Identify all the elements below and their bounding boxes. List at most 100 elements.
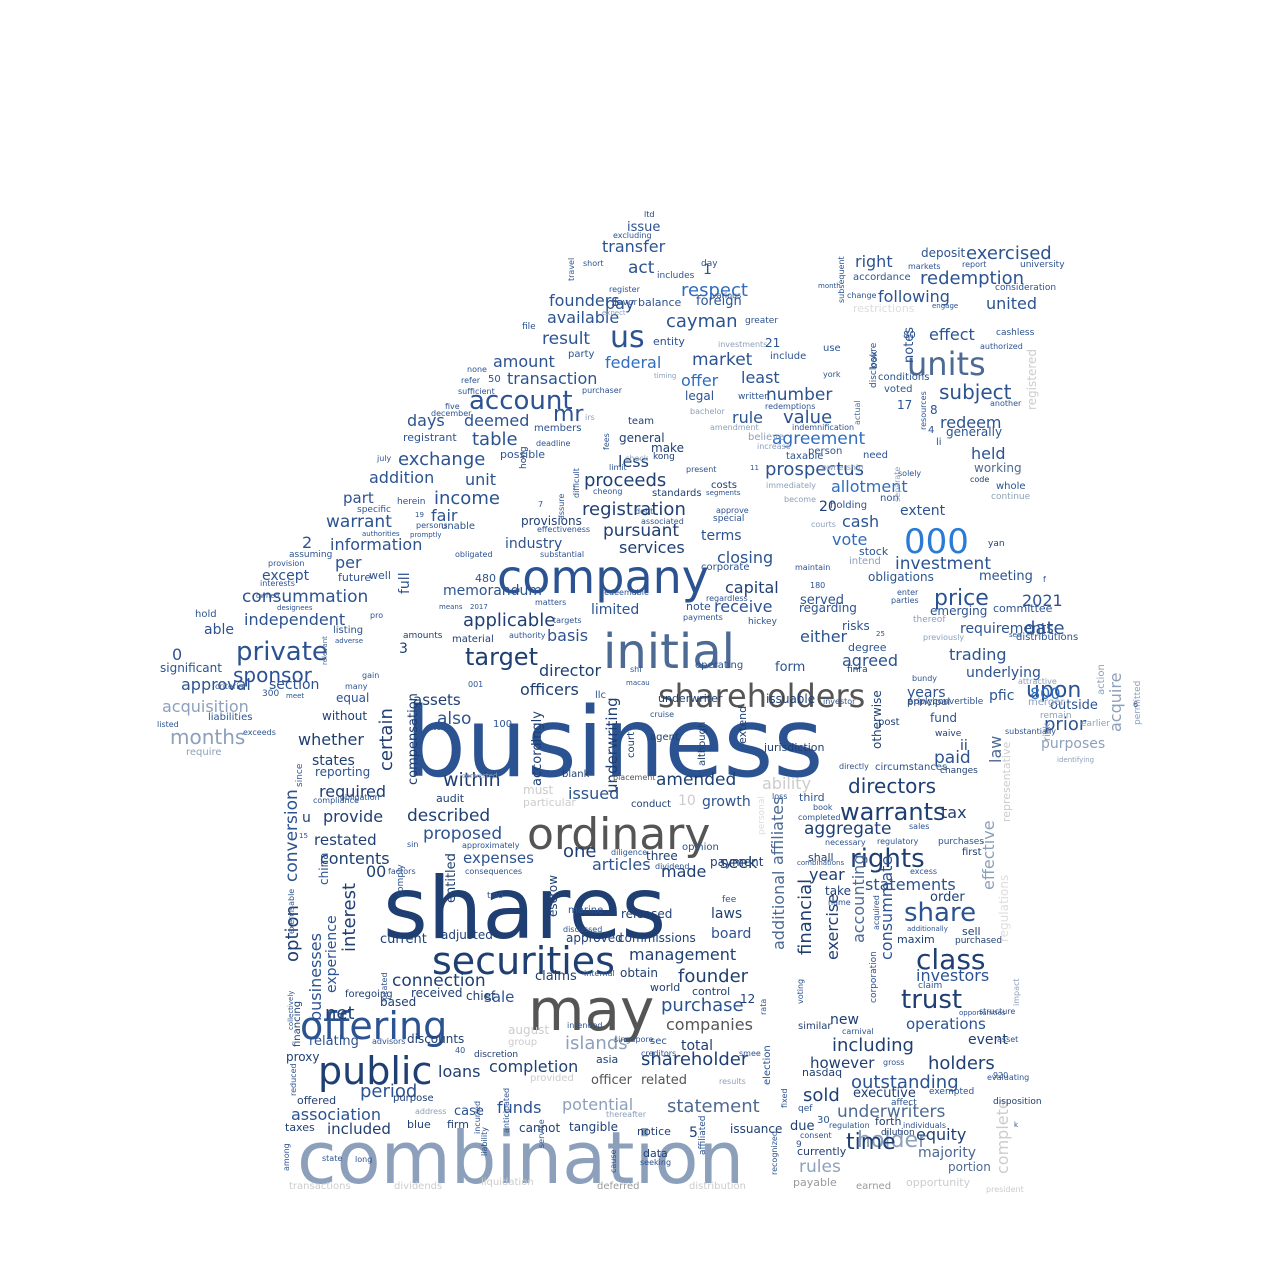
word-post: post — [878, 717, 900, 728]
word-n80: 80 — [903, 330, 916, 341]
word-asset: asset — [997, 1034, 1019, 1044]
word-transactions: transactions — [289, 1181, 351, 1192]
word-hickey: hickey — [748, 616, 777, 627]
word-york: york — [823, 369, 841, 379]
word-claim: claim — [918, 980, 943, 991]
word-firm: firm — [447, 1118, 469, 1132]
word-securities: securities — [432, 938, 615, 983]
word-approved: approved — [566, 931, 623, 946]
word-completed: completed — [798, 812, 841, 822]
word-year: year — [809, 865, 845, 885]
word-associated: associated — [641, 516, 684, 526]
word-means: means — [439, 603, 463, 612]
word-growth: growth — [702, 793, 751, 810]
word-terms: terms — [701, 527, 742, 544]
word-party: party — [568, 349, 595, 360]
word-n12: 12 — [740, 992, 756, 1007]
word-corporation: corporation — [869, 951, 879, 1003]
word-laws: laws — [711, 905, 743, 922]
word-act: act — [628, 258, 655, 279]
word-complete: complete — [993, 1099, 1012, 1174]
word-indemnification: indemnification — [792, 422, 855, 432]
word-n21: 21 — [765, 336, 781, 351]
word-warrant: warrant — [326, 512, 392, 533]
word-rata: rata — [759, 998, 768, 1015]
word-bachelor: bachelor — [690, 406, 725, 416]
word-years: years — [907, 684, 946, 701]
word-placement: placement — [613, 772, 656, 782]
word-n8: 8 — [930, 403, 938, 418]
word-whether: whether — [298, 730, 364, 750]
word-authorities: authorities — [362, 530, 400, 539]
word-least: least — [741, 368, 780, 388]
word-amended: amended — [656, 770, 737, 791]
word-exercisable: exercisable — [287, 888, 296, 934]
word-irs: irs — [585, 412, 595, 422]
word-cannot: cannot — [519, 1121, 561, 1136]
word-officers: officers — [520, 680, 579, 700]
word-available: available — [547, 308, 620, 328]
word-either: either — [800, 627, 848, 647]
word-information: information — [330, 535, 423, 555]
word-yan: yan — [988, 538, 1005, 549]
word-directors: directors — [848, 774, 937, 798]
word-holding: holding — [830, 500, 868, 511]
word-trading: trading — [949, 645, 1007, 665]
word-conduct: conduct — [631, 799, 672, 810]
word-excluding: excluding — [613, 230, 652, 240]
word-based: based — [380, 995, 417, 1010]
word-rules: rules — [799, 1157, 841, 1178]
word-units: units — [907, 345, 986, 384]
word-connection: connection — [392, 971, 486, 992]
word-consummate: consummate — [877, 855, 896, 960]
word-previously: previously — [923, 632, 965, 642]
word-include: include — [770, 351, 807, 362]
word-purchaser: purchaser — [582, 385, 623, 395]
word-change: change — [847, 290, 877, 300]
word-cause: cause — [609, 1149, 618, 1173]
word-company: company — [497, 550, 710, 605]
word-additional: additional — [769, 870, 788, 950]
word-n50: 50 — [488, 374, 501, 385]
word-provision: provision — [268, 558, 305, 568]
word-approximately: approximately — [462, 840, 520, 850]
word-applicable: applicable — [463, 609, 556, 631]
word-particular: particular — [523, 796, 576, 810]
word-solely: solely — [898, 468, 922, 478]
word-voting: voting — [796, 978, 805, 1004]
word-days: days — [407, 411, 445, 431]
word-future: future — [338, 571, 372, 585]
word-cayman: cayman — [666, 310, 738, 332]
word-discussed: discussed — [563, 924, 603, 934]
word-make: make — [651, 441, 684, 456]
word-see: see — [1009, 631, 1022, 640]
word-contents: contents — [320, 849, 390, 869]
word-chief: chief — [466, 989, 496, 1004]
word-well: well — [369, 569, 391, 583]
word-note: note — [686, 600, 711, 614]
word-obtain: obtain — [620, 966, 658, 981]
word-carnival: carnival — [842, 1026, 874, 1036]
word-pay: pay — [605, 294, 635, 314]
word-present: present — [686, 464, 717, 474]
word-executive: executive — [853, 1085, 916, 1101]
word-opportunities: opportunities — [959, 1009, 1006, 1018]
word-must: must — [523, 783, 554, 798]
word-investment: investment — [895, 554, 991, 575]
word-table: table — [472, 428, 518, 450]
word-possible: possible — [500, 448, 546, 462]
word-market: market — [692, 350, 753, 371]
word-continue: continue — [991, 491, 1031, 502]
word-general: general — [619, 431, 665, 446]
word-five: five — [445, 401, 460, 411]
word-creditors: creditors — [641, 1048, 677, 1058]
word-enter: enter — [897, 587, 919, 597]
word-asia: asia — [596, 1053, 619, 1067]
word-private: private — [236, 637, 328, 668]
word-shi: shi — [630, 664, 642, 674]
word-n920: 920 — [993, 1070, 1009, 1080]
word-income: income — [434, 487, 500, 509]
word-deadline: deadline — [536, 438, 571, 448]
word-shares: shares — [383, 859, 667, 960]
word-section: section — [269, 676, 320, 693]
